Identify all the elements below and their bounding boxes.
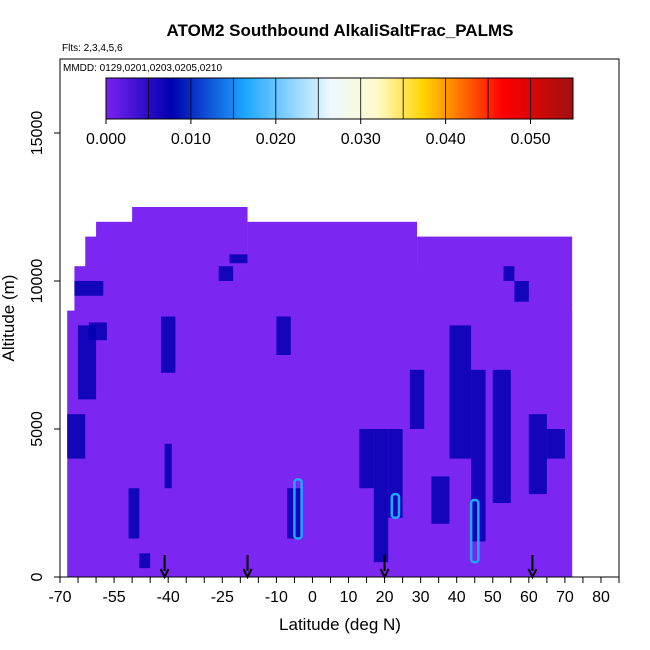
data-cell — [164, 443, 172, 489]
colorbar-gradient — [105, 77, 574, 120]
data-cell — [373, 429, 389, 563]
x-tick-label: 80 — [592, 589, 610, 606]
data-cell — [67, 414, 86, 459]
flight-marker-arrowhead — [159, 568, 170, 580]
data-cell — [449, 325, 472, 459]
colorbar-tick-label: 0.000 — [86, 131, 126, 148]
data-cell — [128, 488, 140, 539]
chart-title: ATOM2 Southbound AlkaliSaltFrac_PALMS — [167, 21, 514, 40]
x-tick-label: -25 — [211, 589, 234, 606]
contour-highlight — [390, 492, 401, 520]
x-tick-label: 70 — [556, 589, 574, 606]
data-cell — [528, 414, 547, 495]
colorbar: 0.000 0.010 0.020 0.030 0.040 0.050 — [86, 77, 574, 148]
contour-highlight — [293, 478, 303, 540]
data-cell — [78, 325, 97, 400]
y-axis-label: Altitude (m) — [0, 275, 18, 362]
x-axis: -70 -55 -40 -25 -10 0 10 20 30 40 50 60 70 80 — [48, 577, 620, 606]
x-tick-label: 10 — [340, 589, 358, 606]
x-tick-label: 50 — [484, 589, 502, 606]
x-tick-label: 30 — [412, 589, 430, 606]
data-cell — [88, 322, 107, 341]
x-tick-label: 20 — [376, 589, 394, 606]
flight-marker-arrowhead — [379, 568, 390, 580]
data-cell — [276, 316, 291, 355]
flight-marker-arrowhead — [242, 568, 253, 580]
y-tick-label: 10000 — [29, 259, 46, 304]
data-cell — [388, 429, 403, 518]
data-cell — [74, 281, 104, 296]
flight-marker-arrowhead — [527, 568, 538, 580]
plot-frame — [59, 58, 620, 578]
dates-note: MMDD: 0129,0201,0203,0205,0210 — [63, 63, 222, 74]
y-tick-label: 0 — [29, 572, 46, 581]
flight-markers — [159, 555, 538, 580]
colorbar-tick-label: 0.020 — [256, 131, 296, 148]
flights-note: Flts: 2,3,4,5,6 — [62, 43, 123, 54]
contour-highlight — [469, 498, 480, 564]
x-tick-label: -10 — [265, 589, 288, 606]
y-tick-label: 15000 — [29, 111, 46, 156]
colorbar-tick-label: 0.040 — [426, 131, 466, 148]
x-axis-label: Latitude (deg N) — [279, 615, 401, 634]
x-tick-label: 0 — [308, 589, 317, 606]
data-cell — [431, 476, 450, 524]
colorbar-tick-label: 0.010 — [171, 131, 211, 148]
colorbar-tick-label: 0.050 — [511, 131, 551, 148]
y-axis: 0 5000 10000 15000 — [29, 111, 60, 581]
data-region — [247, 221, 418, 578]
data-cell — [492, 369, 511, 503]
data-cell — [218, 266, 234, 281]
data-cell — [359, 429, 374, 489]
x-tick-label: 40 — [448, 589, 466, 606]
data-cell — [409, 369, 425, 429]
x-tick-label: -40 — [157, 589, 180, 606]
data-cell — [139, 553, 151, 569]
data-cell — [503, 266, 515, 281]
x-tick-label: 60 — [520, 589, 538, 606]
data-cell — [546, 429, 565, 459]
x-tick-label: -55 — [103, 589, 126, 606]
data-cell — [514, 281, 529, 302]
x-tick-label: -70 — [48, 589, 71, 606]
data-cell — [160, 316, 176, 373]
data-cell — [229, 254, 248, 264]
heatmap-area — [67, 207, 573, 578]
colorbar-tick-label: 0.030 — [341, 131, 381, 148]
y-tick-label: 5000 — [29, 411, 46, 447]
data-cell — [471, 369, 486, 542]
